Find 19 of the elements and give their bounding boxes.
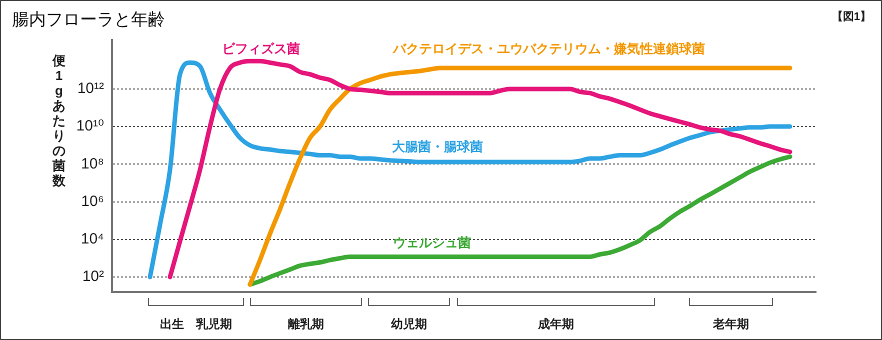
series-label: 大腸菌・腸球菌 bbox=[392, 139, 483, 154]
text: 老年期 bbox=[712, 316, 750, 333]
text: 幼児期 bbox=[390, 316, 428, 333]
series-label: ウェルシュ菌 bbox=[393, 235, 471, 250]
y-tick-label: 10⁴ bbox=[80, 230, 104, 248]
text: 出生 乳児期 bbox=[159, 316, 233, 333]
text: 便1gあたりの菌数 bbox=[52, 53, 66, 188]
series-label: ビフィズス菌 bbox=[222, 41, 300, 56]
line-series bbox=[248, 66, 792, 287]
text: 成年期 bbox=[537, 316, 575, 333]
chart-title: 腸内フローラと年齢 bbox=[12, 9, 165, 31]
y-tick-label: 10¹⁰ bbox=[76, 118, 104, 135]
y-tick-label: 10⁸ bbox=[80, 155, 104, 172]
text: 離乳期 bbox=[287, 316, 325, 333]
series-label: バクテロイデス・ユウバクテリウム・嫌気性連鎖球菌 bbox=[392, 41, 705, 56]
text: 【図1】 bbox=[832, 10, 871, 24]
y-tick-label: 10¹² bbox=[77, 80, 104, 98]
y-tick-label: 10⁶ bbox=[81, 192, 104, 210]
y-tick-label: 10² bbox=[82, 268, 104, 286]
